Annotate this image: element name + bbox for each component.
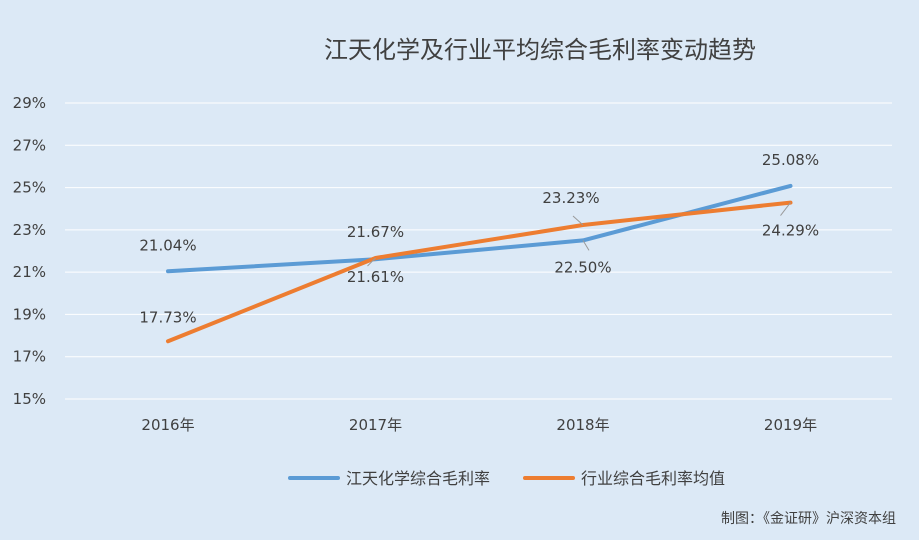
series-line-2 bbox=[166, 200, 793, 344]
y-tick-label: 21% bbox=[13, 263, 46, 281]
legend-label: 江天化学综合毛利率 bbox=[346, 469, 490, 488]
data-label: 24.29% bbox=[762, 222, 819, 240]
y-tick-label: 27% bbox=[13, 136, 46, 154]
x-tick-label: 2019年 bbox=[764, 416, 817, 434]
data-label: 21.04% bbox=[139, 236, 196, 254]
data-label: 21.61% bbox=[347, 268, 404, 286]
y-tick-label: 25% bbox=[13, 179, 46, 197]
x-tick-label: 2016年 bbox=[141, 416, 194, 434]
data-labels: 21.04% 21.61% 22.50% 25.08% 17.73% 21.67% 23.2… bbox=[139, 151, 819, 326]
series-line-1 bbox=[166, 183, 793, 274]
x-tick-label: 2017年 bbox=[349, 416, 402, 434]
data-label: 21.67% bbox=[347, 223, 404, 241]
y-tick-label: 17% bbox=[13, 348, 46, 366]
y-tick-label: 23% bbox=[13, 221, 46, 239]
chart-credit: 制图：《金证研》沪深资本组 bbox=[721, 511, 896, 527]
label-leader-line bbox=[367, 257, 376, 267]
label-leader-line bbox=[582, 240, 590, 251]
chart-title: 江天化学及行业平均综合毛利率变动趋势 bbox=[324, 36, 756, 64]
series-lines bbox=[166, 183, 793, 344]
label-leader-line bbox=[780, 202, 791, 216]
data-label: 22.50% bbox=[554, 258, 611, 276]
x-axis-ticks: 2016年 2017年 2018年 2019年 bbox=[141, 416, 817, 434]
data-label: 23.23% bbox=[542, 189, 599, 207]
gridlines bbox=[65, 102, 892, 400]
y-tick-label: 19% bbox=[13, 305, 46, 323]
legend: 江天化学综合毛利率 行业综合毛利率均值 bbox=[288, 469, 725, 488]
data-label: 17.73% bbox=[139, 308, 196, 326]
legend-label: 行业综合毛利率均值 bbox=[581, 469, 725, 488]
x-tick-label: 2018年 bbox=[556, 416, 609, 434]
y-axis-ticks: 15% 17% 19% 21% 23% 25% 27% 29% bbox=[13, 94, 46, 408]
data-label: 25.08% bbox=[762, 151, 819, 169]
y-tick-label: 29% bbox=[13, 94, 46, 112]
y-tick-label: 15% bbox=[13, 390, 46, 408]
label-leader-line bbox=[572, 215, 584, 226]
